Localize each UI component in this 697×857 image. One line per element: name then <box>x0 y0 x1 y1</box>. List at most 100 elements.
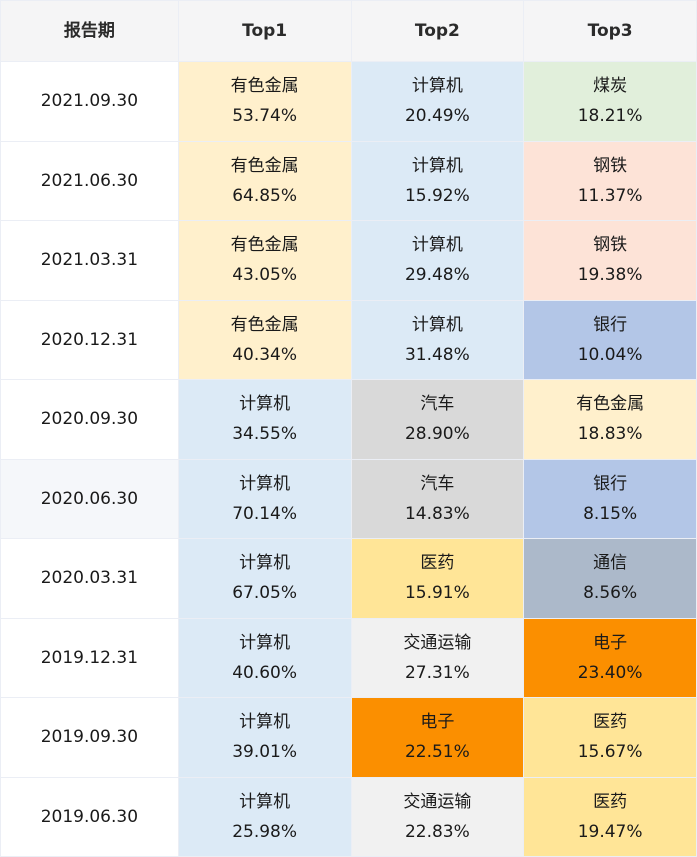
industry-name: 钢铁 <box>593 230 627 260</box>
industry-percentage: 39.01% <box>232 737 297 767</box>
industry-name: 计算机 <box>239 707 290 737</box>
industry-name: 计算机 <box>239 469 290 499</box>
report-date-cell: 2021.03.31 <box>1 221 179 300</box>
report-date-cell: 2019.06.30 <box>1 778 179 857</box>
industry-name: 医药 <box>593 707 627 737</box>
industry-name: 有色金属 <box>576 389 644 419</box>
industry-percentage: 40.34% <box>232 340 297 370</box>
header-top1[interactable]: Top1 <box>179 1 352 61</box>
industry-name: 交通运输 <box>403 628 471 658</box>
report-date-cell: 2020.09.30 <box>1 380 179 459</box>
industry-percentage: 18.21% <box>578 101 643 131</box>
header-top3[interactable]: Top3 <box>524 1 697 61</box>
industry-name: 有色金属 <box>231 310 299 340</box>
industry-name: 通信 <box>593 548 627 578</box>
industry-percentage: 34.55% <box>232 419 297 449</box>
industry-name: 有色金属 <box>231 230 299 260</box>
industry-percentage: 14.83% <box>405 499 470 529</box>
header-report-period[interactable]: 报告期 <box>1 1 179 61</box>
industry-percentage: 22.51% <box>405 737 470 767</box>
report-date-cell: 2020.06.30 <box>1 460 179 539</box>
industry-name: 汽车 <box>420 389 454 419</box>
industry-percentage: 8.56% <box>583 578 637 608</box>
table-header-row: 报告期 Top1 Top2 Top3 <box>1 1 697 62</box>
industry-percentage: 43.05% <box>232 260 297 290</box>
industry-percentage: 27.31% <box>405 658 470 688</box>
industry-name: 计算机 <box>412 151 463 181</box>
report-date-cell: 2020.03.31 <box>1 539 179 618</box>
header-top2[interactable]: Top2 <box>352 1 525 61</box>
industry-percentage: 22.83% <box>405 817 470 847</box>
industry-name: 医药 <box>420 548 454 578</box>
industry-percentage: 53.74% <box>232 101 297 131</box>
industry-name: 电子 <box>420 707 454 737</box>
report-date-cell: 2021.06.30 <box>1 142 179 221</box>
industry-name: 交通运输 <box>403 787 471 817</box>
industry-percentage: 25.98% <box>232 817 297 847</box>
report-date-cell: 2021.09.30 <box>1 62 179 141</box>
industry-percentage: 23.40% <box>578 658 643 688</box>
industry-percentage: 11.37% <box>578 181 643 211</box>
industry-name: 银行 <box>593 469 627 499</box>
industry-percentage: 19.38% <box>578 260 643 290</box>
industry-percentage: 8.15% <box>583 499 637 529</box>
industry-name: 计算机 <box>412 71 463 101</box>
industry-percentage: 15.67% <box>578 737 643 767</box>
industry-name: 有色金属 <box>231 151 299 181</box>
industry-name: 钢铁 <box>593 151 627 181</box>
report-date-cell: 2020.12.31 <box>1 301 179 380</box>
industry-name: 计算机 <box>239 787 290 817</box>
industry-percentage: 31.48% <box>405 340 470 370</box>
industry-name: 计算机 <box>412 230 463 260</box>
industry-percentage: 20.49% <box>405 101 470 131</box>
industry-percentage: 19.47% <box>578 817 643 847</box>
industry-name: 计算机 <box>239 389 290 419</box>
industry-name: 银行 <box>593 310 627 340</box>
industry-name: 汽车 <box>420 469 454 499</box>
industry-name: 计算机 <box>239 628 290 658</box>
report-date-cell: 2019.09.30 <box>1 698 179 777</box>
industry-percentage: 70.14% <box>232 499 297 529</box>
industry-percentage: 18.83% <box>578 419 643 449</box>
industry-name: 有色金属 <box>231 71 299 101</box>
industry-name: 计算机 <box>412 310 463 340</box>
industry-percentage: 67.05% <box>232 578 297 608</box>
industry-name: 医药 <box>593 787 627 817</box>
